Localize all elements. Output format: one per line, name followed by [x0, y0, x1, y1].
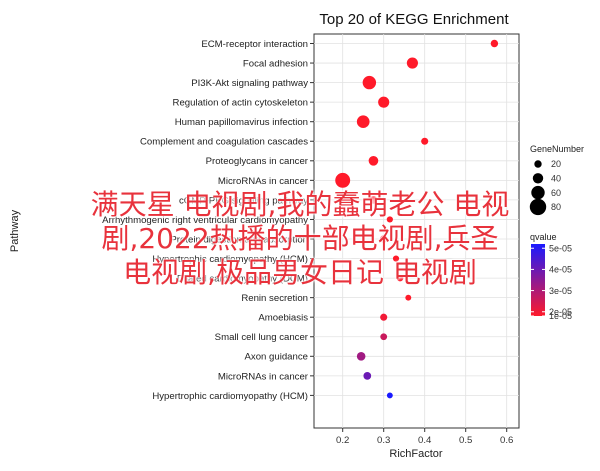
size-legend: GeneNumber 20 40 60 80 [529, 144, 584, 216]
pathway-label: Complement and coagulation cascades [140, 137, 308, 148]
x-axis: 0.2 0.3 0.4 0.5 0.6 [336, 428, 513, 446]
data-point [490, 39, 499, 48]
pathway-label: MicroRNAs in cancer [218, 176, 309, 187]
plot-panel [313, 33, 520, 429]
pathway-label: Hypertrophic cardiomyopathy (HCM) [152, 254, 308, 265]
y-axis-title: Pathway [9, 209, 21, 252]
grid [314, 34, 519, 428]
data-point [405, 294, 412, 301]
size-legend-label: 60 [551, 188, 561, 198]
pathway-label: Human papillomavirus infection [175, 117, 308, 128]
pathway-label: ECM-receptor interaction [201, 39, 308, 50]
pathway-label: Amoebiasis [258, 313, 308, 324]
x-tick-label: 0.5 [459, 435, 472, 446]
data-point [386, 216, 393, 223]
size-legend-dot [532, 173, 544, 184]
data-point [356, 115, 370, 129]
color-legend-label: 2e-05 [549, 307, 572, 317]
data-point [335, 172, 351, 188]
pathway-label: Hypertrophic cardiomyopathy (HCM) [152, 391, 308, 402]
pathway-label: PI3K-Akt signaling pathway [191, 78, 308, 89]
x-tick-label: 0.4 [418, 435, 432, 446]
pathway-label: Arrhythmogenic right ventricular cardiom… [102, 215, 308, 226]
size-legend-label: 20 [551, 159, 561, 169]
pathway-label: cGMP-PKG signaling pathway [179, 195, 308, 206]
chart-title: Top 20 of KEGG Enrichment [319, 11, 509, 28]
pathway-label: Axon guidance [245, 352, 308, 363]
color-legend-label: 4e-05 [549, 265, 572, 275]
size-legend-dot [529, 198, 547, 216]
x-tick-label: 0.3 [377, 435, 390, 446]
data-point [421, 137, 429, 145]
data-point [356, 352, 366, 361]
color-legend-label: 3e-05 [549, 286, 572, 296]
pathway-label: Small cell lung cancer [215, 332, 309, 343]
color-legend-title: qvalue [530, 232, 557, 242]
color-legend-bar [531, 244, 545, 316]
data-point [380, 313, 388, 321]
data-point [363, 372, 372, 380]
data-point [380, 235, 388, 243]
data-point [378, 96, 390, 108]
pathway-labels: ECM-receptor interaction Focal adhesion PI… [102, 39, 314, 402]
size-legend-dot [531, 185, 545, 200]
size-legend-label: 40 [551, 174, 561, 184]
size-legend-label: 80 [551, 202, 561, 212]
color-legend-label: 1e-05 [549, 311, 572, 321]
size-legend-dot [534, 160, 542, 168]
pathway-label: MicroRNAs in cancer [218, 371, 309, 382]
size-legend-title: GeneNumber [530, 144, 584, 154]
data-point [380, 333, 388, 341]
pathway-label: Proteoglycans in cancer [206, 156, 309, 167]
x-tick-label: 0.2 [336, 435, 349, 446]
pathway-label: Protein digestion and absorption [170, 234, 308, 245]
data-point [368, 155, 379, 166]
pathway-label: Dilated cardiomyopathy (DCM) [177, 274, 308, 285]
data-point [386, 392, 393, 399]
color-legend-label: 5e-05 [549, 243, 572, 253]
pathway-label: Renin secretion [241, 293, 308, 304]
data-point [392, 255, 400, 262]
pathway-label: Focal adhesion [243, 58, 308, 69]
data-point [406, 57, 418, 69]
data-point [362, 75, 377, 90]
data-point [369, 196, 378, 204]
pathway-label: Regulation of actin cytoskeleton [173, 98, 308, 109]
x-axis-title: RichFactor [389, 448, 443, 460]
data-point [396, 274, 404, 282]
x-tick-label: 0.6 [500, 435, 513, 446]
data-points [335, 39, 499, 399]
